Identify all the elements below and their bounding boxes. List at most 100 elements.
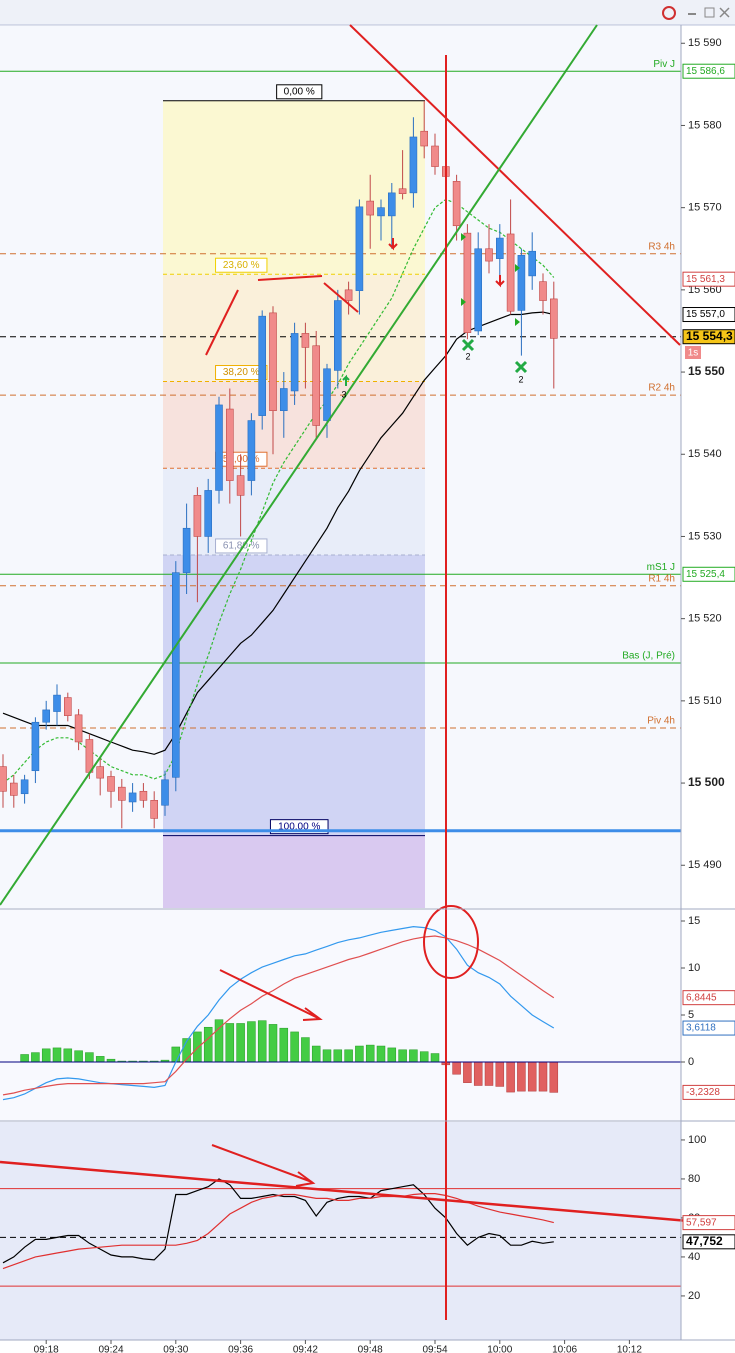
candle-body [64,697,72,716]
y-tick-label: 15 510 [688,695,722,707]
annotation-arrow [219,969,323,1021]
price-tag-label: 15 525,4 [686,569,725,580]
trend-line [349,24,681,346]
fib-zone [163,100,425,275]
level-label: Piv J [653,59,675,70]
candle-body [549,298,558,339]
candle-body [506,233,515,312]
candle-body [485,248,493,262]
histogram-bar [268,1024,278,1063]
price-tag-label: 15 557,0 [686,309,725,320]
y-tick-label: 15 490 [688,859,722,871]
x-tick-label: 09:24 [98,1345,123,1353]
candle-body [204,490,212,537]
price-tag-label: 57,597 [686,1217,717,1228]
candle-body [420,130,429,147]
candle-body [495,237,504,259]
candle-body [247,420,256,481]
x-tick-label: 10:00 [487,1345,512,1353]
candle-body [182,527,191,573]
histogram-bar [95,1056,105,1063]
candle-body [269,312,277,411]
candle-body [0,766,7,792]
candle-body [312,345,321,426]
histogram-bar [301,1037,310,1063]
y-tick-label: 15 580 [688,119,722,131]
fib-label: 23,60 % [223,260,260,271]
histogram-bar [236,1023,245,1063]
y-tick-label: 40 [688,1251,700,1263]
histogram-bar [52,1047,62,1063]
minimize-button[interactable] [688,13,696,15]
close-button[interactable] [719,7,730,18]
indicator-line [2,198,555,784]
candle-body [366,200,375,216]
annotation-arrow [211,1144,316,1187]
price-tag [682,1020,735,1036]
price-tag [682,990,735,1006]
candle-body [53,694,61,712]
marker-label: 2 [518,374,523,384]
y-tick-label: 100 [688,1134,706,1146]
candle-body [463,232,472,333]
histogram-bar [203,1026,213,1063]
x-tick-label: 10:06 [552,1345,577,1353]
y-tick-label: 15 570 [688,202,722,214]
fib-label: 100,00 % [278,821,320,832]
histogram-bar [344,1049,353,1063]
indicator-line [2,925,555,1101]
signal-marker [495,275,505,288]
candle-body [409,136,418,194]
price-tag-label: -3,2328 [686,1087,720,1098]
y-tick-label: 15 540 [688,448,722,460]
candle-body [398,188,407,194]
drawn-line [257,275,323,281]
candle-body [193,495,202,537]
histogram-bar [85,1052,94,1063]
histogram-bar [225,1023,235,1063]
histogram-bar [376,1045,386,1063]
x-tick-label: 09:42 [293,1345,318,1353]
histogram-bar [549,1061,559,1093]
price-tag [682,307,735,323]
price-tag-label: 3,6118 [686,1023,716,1034]
histogram-bar [171,1046,181,1063]
candle-body [258,315,267,416]
candle-body [85,739,94,773]
candle-body [387,192,396,217]
x-tick-label: 09:54 [422,1345,447,1353]
y-tick-label: 15 [688,915,700,927]
price-tag-label: 6,8445 [686,992,717,1003]
level-label: R2 4h [648,383,675,394]
candle-body [301,333,310,348]
candle-body [42,709,51,723]
level-label: mS1 J [647,562,675,573]
level-label: Piv 4h [647,716,675,727]
price-tag [682,1215,735,1231]
histogram-bar [365,1044,375,1063]
refresh-icon[interactable] [662,6,676,20]
fib-label-box [215,538,268,554]
drawn-line [323,282,359,313]
y-tick-label: 15 590 [688,37,722,49]
histogram-bar [517,1061,526,1092]
indicator-line [2,311,554,755]
candle-body [333,300,342,371]
maximize-button[interactable] [704,7,715,18]
macd-panel-bg [0,910,681,1120]
plot-layer: 0,00 % 23,60 % 38,20 % 50,00 % 61,80 % 100,00… [0,59,681,1287]
candle-body [139,790,148,801]
candle-body [31,721,40,772]
stoch-panel-bg [0,1122,681,1340]
signal-marker [388,238,398,251]
fib-label: 61,80 % [223,541,260,552]
timer: 1s [688,348,699,359]
fib-zone [163,554,425,836]
y-tick-label: 5 [688,1009,694,1021]
price-tag-label: 15 554,3 [686,329,733,343]
trend-line [0,24,598,906]
candle-body [539,281,547,301]
price-tag [682,566,735,582]
fib-zone [163,835,425,908]
